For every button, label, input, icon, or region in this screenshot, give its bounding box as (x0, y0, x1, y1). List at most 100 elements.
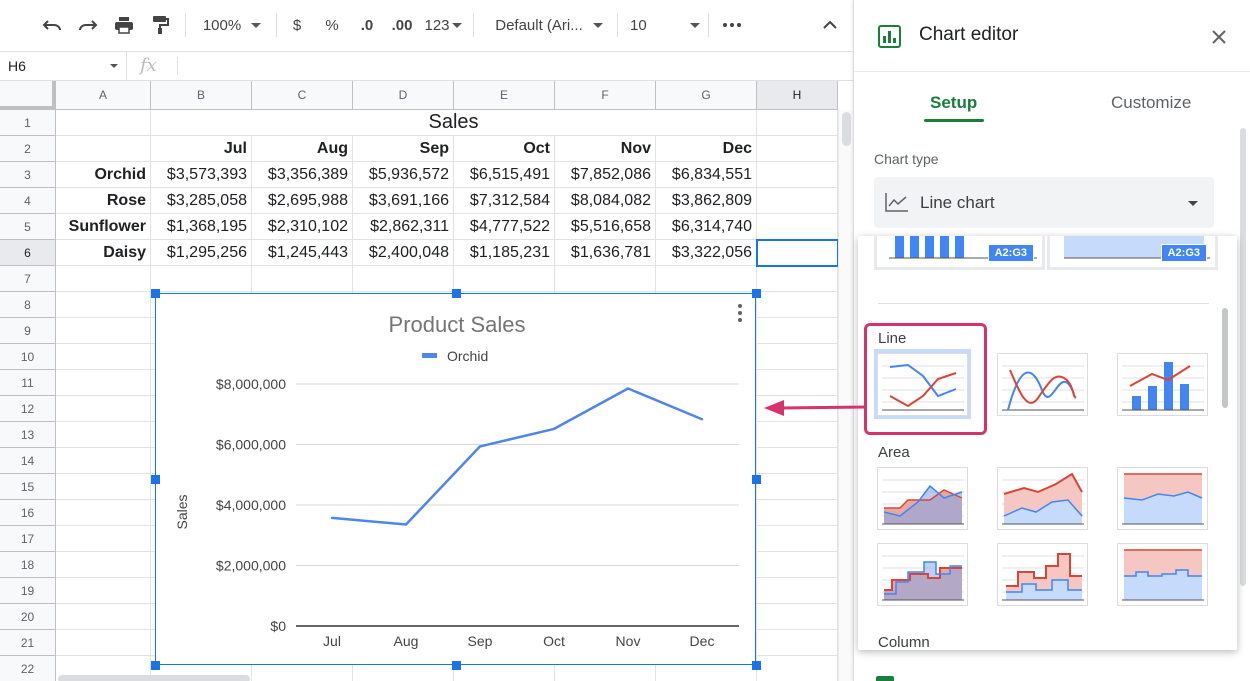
name-box[interactable]: H6 (0, 52, 127, 80)
month-header[interactable]: Nov (555, 136, 656, 162)
sales-value[interactable]: $2,400,048 (353, 240, 454, 266)
sales-value[interactable]: $2,695,988 (252, 188, 353, 214)
cell[interactable] (151, 266, 252, 292)
cell[interactable] (757, 656, 838, 681)
product-name[interactable]: Sunflower (56, 214, 151, 240)
column-header[interactable]: B (151, 81, 252, 110)
currency-button[interactable]: $ (292, 16, 302, 34)
print-icon[interactable] (110, 10, 138, 40)
percent-button[interactable]: % (325, 16, 339, 34)
column-header[interactable]: D (353, 81, 454, 110)
cell[interactable] (56, 474, 151, 500)
chart-type-option-line[interactable] (877, 353, 968, 416)
cell[interactable] (757, 552, 838, 578)
collapse-toolbar-icon[interactable] (816, 10, 844, 40)
sales-value[interactable]: $5,936,572 (353, 162, 454, 188)
close-icon[interactable] (1208, 26, 1230, 48)
column-header[interactable]: E (454, 81, 555, 110)
month-header[interactable]: Dec (656, 136, 757, 162)
resize-handle[interactable] (451, 661, 461, 670)
sales-value[interactable]: $1,245,443 (252, 240, 353, 266)
cell[interactable] (757, 370, 838, 396)
chart-type-option-100-stacked-stepped-area[interactable] (1117, 543, 1208, 606)
more-icon[interactable] (718, 10, 746, 40)
more-formats-select[interactable]: 123 (423, 10, 463, 40)
resize-handle[interactable] (752, 475, 761, 484)
cell[interactable] (56, 578, 151, 604)
chart-type-option-column-range[interactable]: A2:G3 (874, 236, 1045, 270)
resize-handle[interactable] (151, 475, 160, 484)
row-header[interactable]: 17 (0, 526, 56, 552)
cell[interactable] (56, 292, 151, 318)
row-header[interactable]: 9 (0, 318, 56, 344)
sales-value[interactable]: $1,295,256 (151, 240, 252, 266)
increase-decimal-button[interactable]: .00 (391, 16, 413, 34)
row-header[interactable]: 20 (0, 604, 56, 630)
sales-value[interactable]: $8,084,082 (555, 188, 656, 214)
sales-value[interactable]: $4,777,522 (454, 214, 555, 240)
cell[interactable] (757, 136, 838, 162)
resize-handle[interactable] (451, 289, 461, 298)
cell[interactable] (757, 578, 838, 604)
row-header[interactable]: 18 (0, 552, 56, 578)
cell[interactable] (757, 448, 838, 474)
cell[interactable] (56, 266, 151, 292)
chart-type-option-area[interactable] (877, 467, 968, 530)
cell[interactable] (757, 266, 838, 292)
month-header[interactable]: Oct (454, 136, 555, 162)
row-header[interactable]: 11 (0, 370, 56, 396)
row-header[interactable]: 4 (0, 188, 56, 214)
cell[interactable] (56, 344, 151, 370)
month-header[interactable]: Jul (151, 136, 252, 162)
row-header[interactable]: 13 (0, 422, 56, 448)
cell[interactable] (56, 500, 151, 526)
sales-value[interactable]: $3,285,058 (151, 188, 252, 214)
select-all-corner[interactable] (0, 81, 56, 110)
tab-customize[interactable]: Customize (1111, 93, 1192, 112)
cell[interactable] (56, 370, 151, 396)
cell[interactable] (454, 266, 555, 292)
cell[interactable] (353, 266, 454, 292)
row-header[interactable]: 8 (0, 292, 56, 318)
chart-type-option-smooth-line[interactable] (997, 353, 1088, 416)
cell[interactable] (757, 474, 838, 500)
cell[interactable] (56, 604, 151, 630)
cell[interactable] (757, 344, 838, 370)
sales-value[interactable]: $2,310,102 (252, 214, 353, 240)
cell[interactable] (757, 500, 838, 526)
cell[interactable] (757, 110, 838, 136)
tab-setup[interactable]: Setup (930, 93, 978, 112)
cell[interactable] (56, 318, 151, 344)
sales-value[interactable]: $1,636,781 (555, 240, 656, 266)
column-header[interactable]: G (656, 81, 757, 110)
column-header[interactable]: A (56, 81, 151, 110)
cell[interactable] (757, 318, 838, 344)
font-size-select[interactable]: 10 (630, 10, 700, 40)
chart-type-option-stacked-stepped-area[interactable] (997, 543, 1088, 606)
cell[interactable] (56, 448, 151, 474)
column-header[interactable]: C (252, 81, 353, 110)
cell[interactable] (757, 630, 838, 656)
cell[interactable] (757, 422, 838, 448)
resize-handle[interactable] (151, 661, 160, 670)
cell[interactable] (56, 110, 151, 136)
embedded-chart[interactable]: Product Sales Orchid Sales $0 $2,000,000 $4,0… (155, 293, 756, 665)
sales-value[interactable]: $3,573,393 (151, 162, 252, 188)
sales-value[interactable]: $6,314,740 (656, 214, 757, 240)
chart-menu-icon[interactable] (736, 304, 744, 326)
sales-value[interactable]: $6,515,491 (454, 162, 555, 188)
sales-value[interactable]: $3,862,809 (656, 188, 757, 214)
horizontal-scrollbar-thumb[interactable] (58, 675, 250, 681)
row-header[interactable]: 12 (0, 396, 56, 422)
sales-value[interactable]: $3,356,389 (252, 162, 353, 188)
row-header[interactable]: 10 (0, 344, 56, 370)
chart-type-select[interactable]: Line chart (874, 177, 1214, 228)
row-header[interactable]: 3 (0, 162, 56, 188)
chart-type-option-combo[interactable] (1117, 353, 1208, 416)
cell[interactable] (252, 266, 353, 292)
resize-handle[interactable] (752, 661, 761, 670)
row-header[interactable]: 14 (0, 448, 56, 474)
cell[interactable] (56, 526, 151, 552)
row-header[interactable]: 5 (0, 214, 56, 240)
sales-value[interactable]: $1,368,195 (151, 214, 252, 240)
